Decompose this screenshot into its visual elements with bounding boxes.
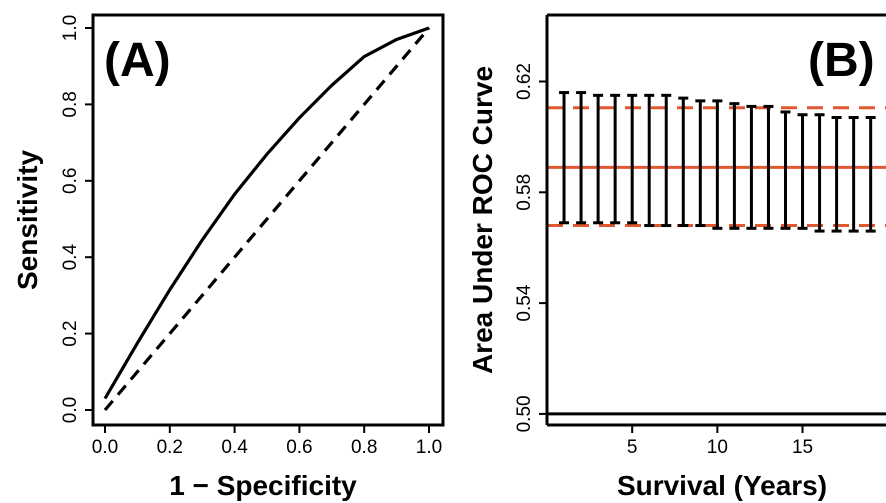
panel-a-y-tick-label: 0.0 — [60, 397, 81, 423]
panel-a: 0.0 0.2 0.4 0.6 0.8 1.0 0.0 0.2 0.4 0.6 0.8 1.0 (A… — [12, 13, 445, 501]
panel-a-y-axis-title: Sensitivity — [12, 150, 43, 290]
panel-b-y-axis-title: Area Under ROC Curve — [467, 66, 498, 374]
panel-b-y-tick-label: 0.50 — [514, 395, 535, 432]
panel-a-y-tick-label: 0.2 — [60, 320, 81, 346]
panel-b-x-axis: 5 10 15 — [627, 425, 813, 458]
panel-b-label: (B) — [808, 34, 875, 87]
panel-a-y-tick-label: 0.4 — [60, 244, 81, 271]
panel-a-series-reference-diagonal — [103, 26, 431, 412]
panel-a-plot-area — [103, 26, 431, 412]
panel-a-frame — [91, 13, 445, 427]
panel-a-series-roc-curve — [103, 26, 430, 400]
panel-b-y-tick-label: 0.54 — [514, 284, 535, 321]
panel-a-label: (A) — [104, 34, 171, 87]
panel-a-x-tick-label: 0.0 — [92, 437, 118, 458]
panel-b-y-tick-label: 0.58 — [514, 174, 535, 211]
panel-a-x-tick-label: 0.4 — [221, 437, 248, 458]
panel-a-x-tick-label: 1.0 — [416, 437, 442, 458]
panel-b-y-tick-label: 0.62 — [514, 63, 535, 100]
panel-b-plot-area — [547, 91, 886, 416]
panel-a-x-tick-label: 0.8 — [351, 437, 377, 458]
panel-a-y-tick-label: 0.8 — [60, 91, 81, 117]
panel-b-x-tick-label: 10 — [707, 437, 728, 458]
panel-a-y-tick-label: 1.0 — [60, 15, 81, 41]
panel-a-x-tick-label: 0.2 — [157, 437, 183, 458]
panel-a-x-axis: 0.0 0.2 0.4 0.6 0.8 1.0 — [92, 425, 442, 458]
panel-a-x-axis-title: 1 − Specificity — [169, 470, 357, 501]
panel-b-x-tick-label: 5 — [627, 437, 638, 458]
panel-b-x-tick-label: 15 — [792, 437, 813, 458]
panel-b: 5 10 15 0.50 0.54 0.58 0.62 (B) Survival (Yea… — [467, 13, 886, 501]
panel-a-x-tick-label: 0.6 — [286, 437, 312, 458]
panel-a-y-tick-label: 0.6 — [60, 168, 81, 194]
panel-a-y-axis: 0.0 0.2 0.4 0.6 0.8 1.0 — [60, 15, 93, 423]
panel-b-x-axis-title: Survival (Years) — [617, 470, 827, 501]
panel-b-y-axis: 0.50 0.54 0.58 0.62 — [514, 63, 547, 432]
